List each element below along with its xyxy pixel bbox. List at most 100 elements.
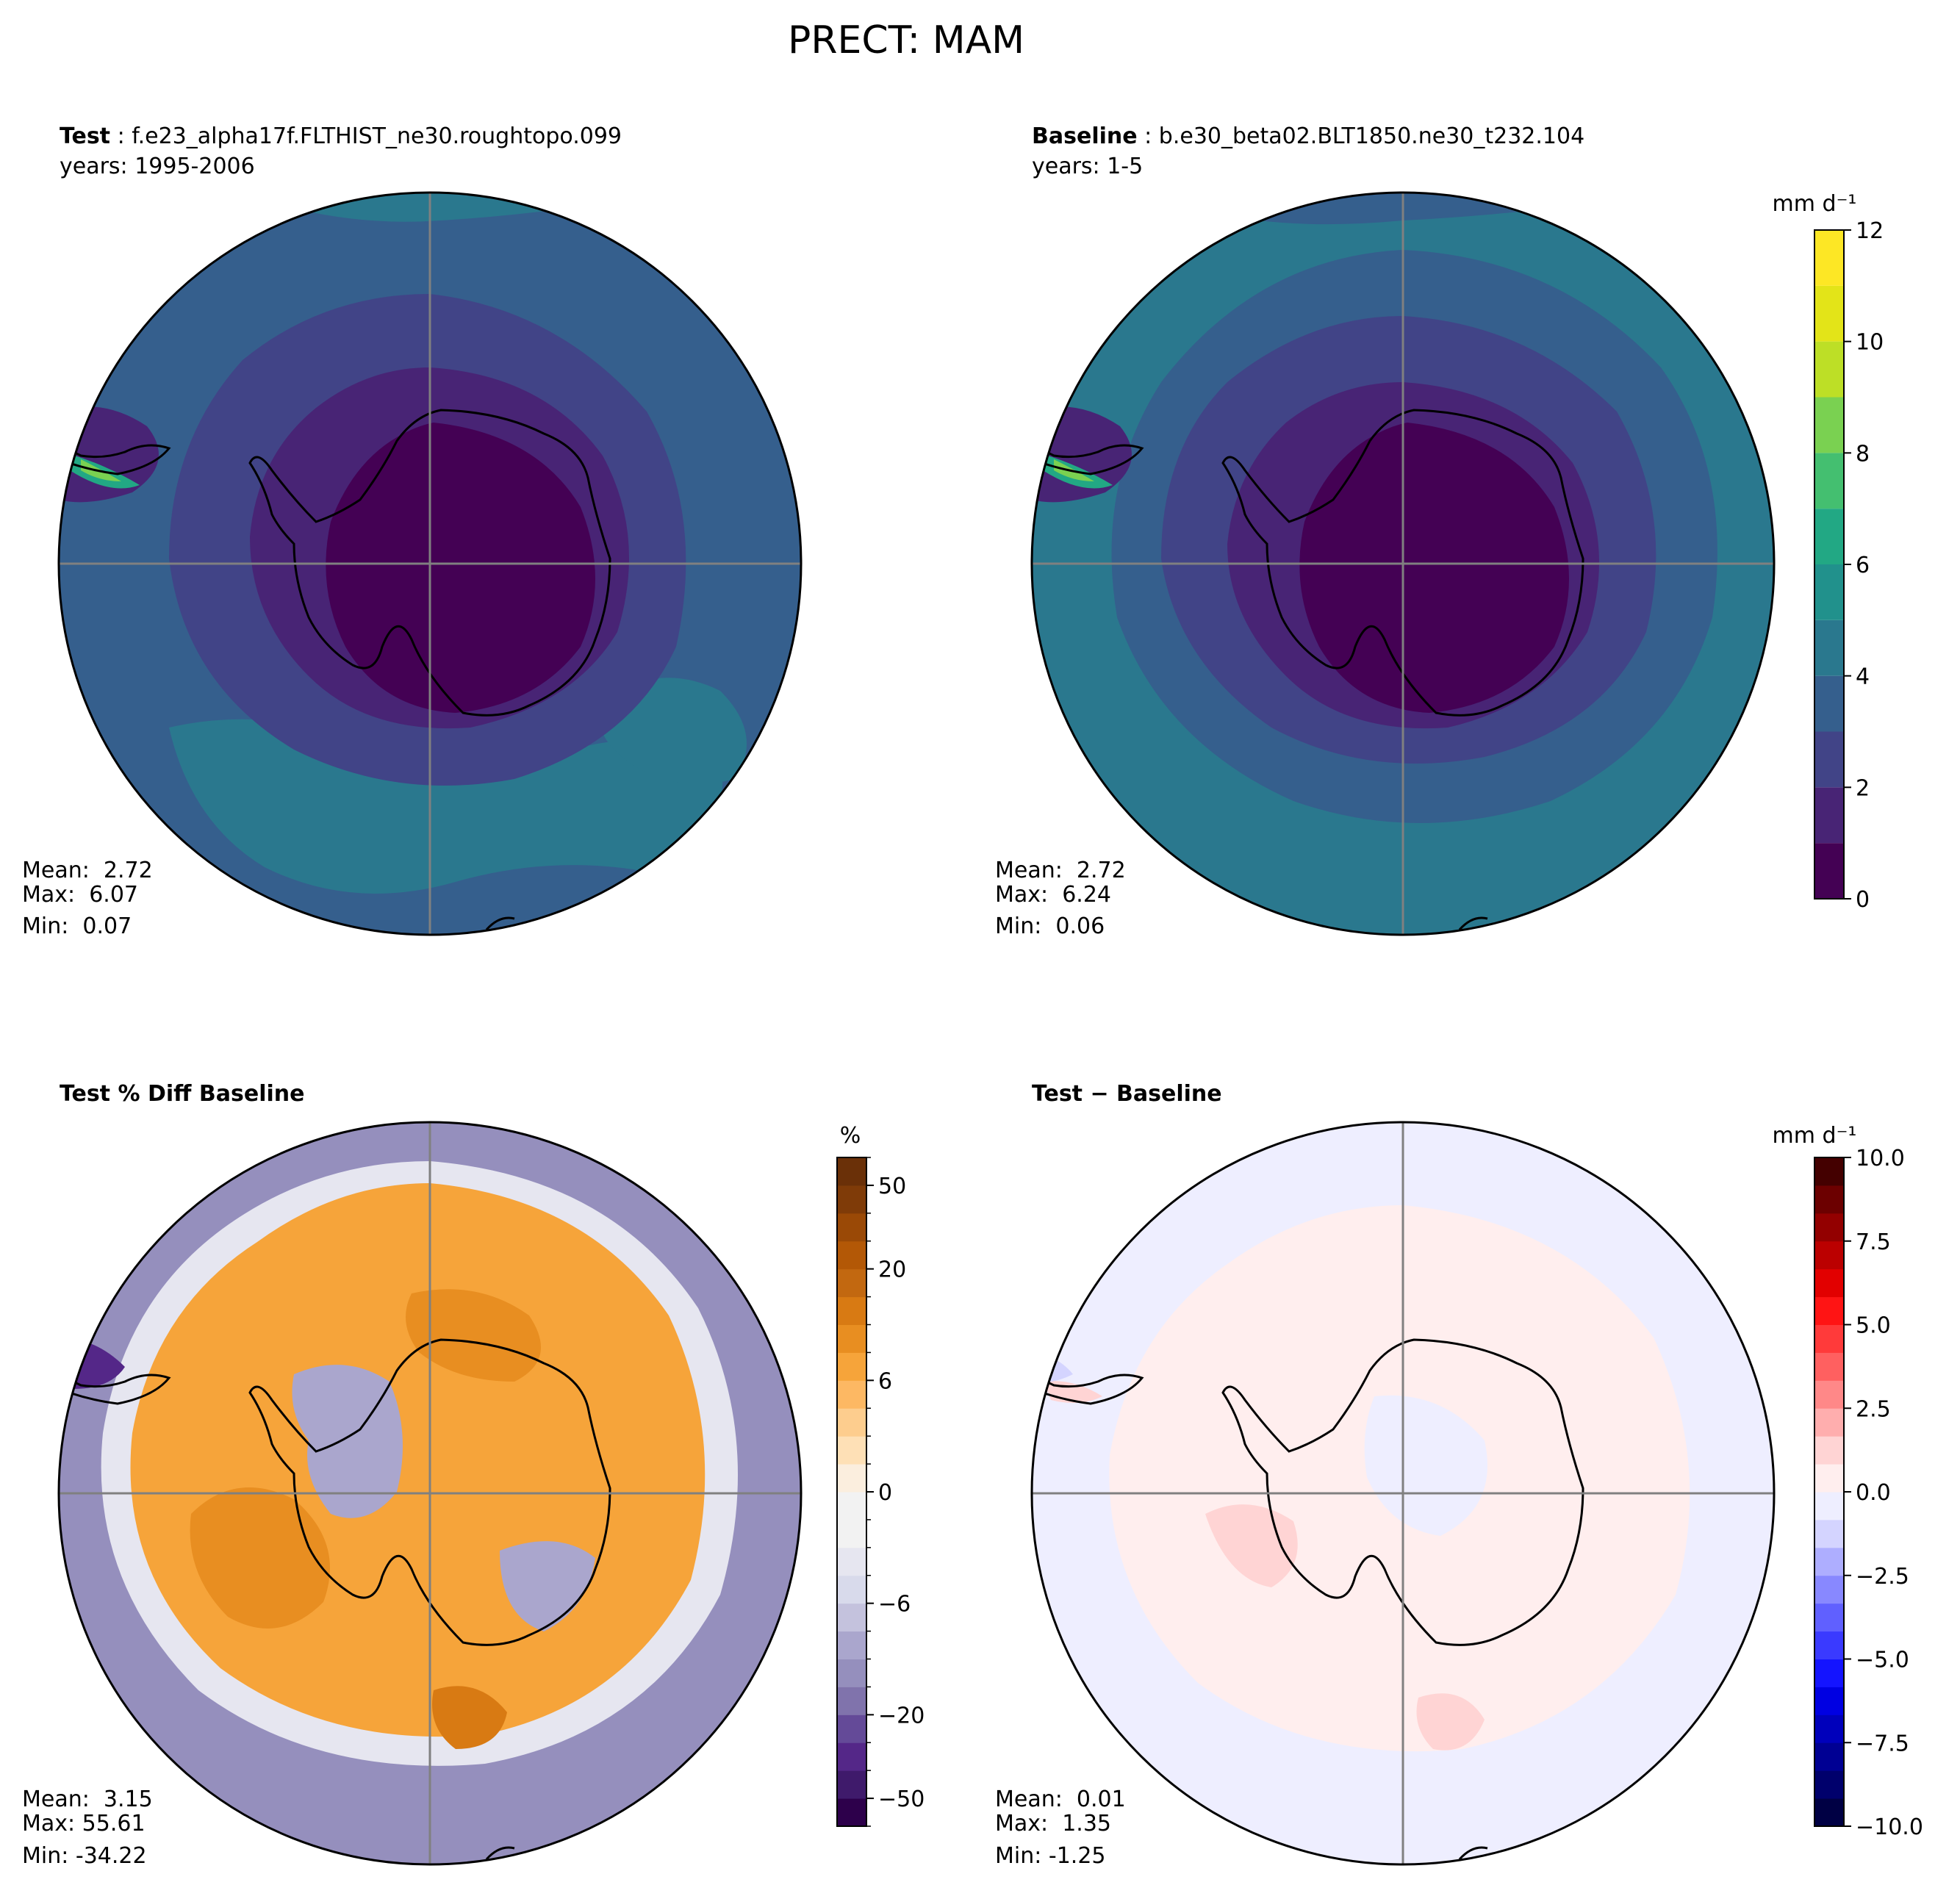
pctdiff-map-inner-purple [292, 1365, 403, 1518]
colorbar-seismic-bin [1814, 1687, 1844, 1715]
panel-diff-title: Test − Baseline [1032, 1081, 1222, 1107]
pctdiff-map-orange-deep-3 [432, 1686, 507, 1749]
test-map [59, 193, 801, 935]
panel-test: Test : f.e23_alpha17f.FLTHIST_ne30.rough… [22, 123, 803, 939]
colorbar-puor-tick-label: 20 [878, 1257, 906, 1283]
colorbar-viridis-bin [1814, 620, 1844, 676]
colorbar-puor-fill [837, 1157, 866, 1827]
colorbar-seismic-tick-label: 2.5 [1856, 1396, 1891, 1422]
colorbar-puor-bin [837, 1408, 866, 1437]
diff-stat-max: Max: 1.35 [995, 1811, 1111, 1836]
baseline-stat-min: Min: 0.06 [995, 913, 1105, 939]
colorbar-viridis-bin [1814, 285, 1844, 342]
colorbar-puor-bin [837, 1352, 866, 1381]
colorbar-viridis-bin [1814, 843, 1844, 899]
colorbar-puor-bin [837, 1268, 866, 1298]
colorbar-seismic-bin [1814, 1492, 1844, 1520]
colorbar-puor-bin [837, 1603, 866, 1632]
pctdiff-stat-min: Min: -34.22 [22, 1843, 147, 1869]
pctdiff-map-coast-island [485, 1846, 515, 1861]
pctdiff-stat-mean: Mean: 3.15 [22, 1787, 153, 1812]
colorbar-seismic-label: mm d⁻¹ [1773, 1123, 1857, 1149]
test-map-coast-southamerica [59, 444, 171, 475]
panel-baseline-title: Baseline : b.e30_beta02.BLT1850.ne30_t23… [1032, 123, 1584, 149]
colorbar-viridis-bin [1814, 564, 1844, 620]
colorbar-seismic-bin [1814, 1519, 1844, 1548]
colorbar-viridis-tick-label: 2 [1856, 775, 1870, 801]
panel-baseline: Baseline : b.e30_beta02.BLT1850.ne30_t23… [995, 123, 1776, 939]
colorbar-seismic-bin [1814, 1464, 1844, 1493]
diff-map-coast-antarctica [1221, 1338, 1584, 1646]
baseline-map-coast-antarctica [1221, 409, 1584, 717]
baseline-map-coast-southamerica [1032, 444, 1144, 475]
colorbar-viridis-bin [1814, 397, 1844, 453]
colorbar-puor-bin [837, 1687, 866, 1715]
colorbar-puor-bin [837, 1631, 866, 1659]
test-map-coast-island [485, 916, 515, 931]
colorbar-seismic-tick-label: −7.5 [1856, 1731, 1909, 1756]
colorbar-puor-bin [837, 1185, 866, 1214]
colorbar-puor-bin [837, 1659, 866, 1687]
colorbar-seismic-ticks: −10.0 −7.5 −5.0 −2.5 0.0 2.5 5.0 7.5 10.0 [1844, 1146, 1923, 1840]
baseline-map [1032, 193, 1774, 935]
colorbar-puor-tick-label: −50 [878, 1787, 925, 1812]
test-map-core [326, 423, 595, 713]
colorbar-viridis-tick-label: 0 [1856, 887, 1870, 913]
diff-map-blue-center [1364, 1395, 1487, 1536]
colorbar-seismic-bin [1814, 1715, 1844, 1743]
colorbar-seismic-bin [1814, 1436, 1844, 1465]
test-map-coast-antarctica [248, 409, 611, 717]
diff-map [1032, 1122, 1774, 1864]
colorbar-seismic-tick-label: −2.5 [1856, 1564, 1909, 1590]
colorbar-seismic-tick-label: −10.0 [1856, 1814, 1923, 1840]
colorbar-seismic-bin [1814, 1352, 1844, 1381]
colorbar-seismic-bin [1814, 1575, 1844, 1604]
colorbar-puor-bin [837, 1492, 866, 1520]
panel-test-years: years: 1995-2006 [60, 154, 255, 179]
colorbar-viridis-tick-label: 10 [1856, 330, 1884, 356]
colorbar-puor-bin [837, 1742, 866, 1771]
colorbar-seismic-bin [1814, 1547, 1844, 1576]
colorbar-puor-bin [837, 1240, 866, 1270]
colorbar-seismic-fill [1814, 1157, 1844, 1827]
baseline-map-core [1299, 423, 1569, 713]
colorbar-seismic-bin [1814, 1157, 1844, 1186]
colorbar-seismic-bin [1814, 1408, 1844, 1437]
colorbar-puor: % −50 −20 −6 0 6 20 50 [836, 1123, 925, 1827]
pctdiff-map [59, 1122, 801, 1864]
colorbar-puor-bin [837, 1157, 866, 1186]
panel-pctdiff-title: Test % Diff Baseline [60, 1081, 305, 1107]
colorbar-viridis-tick-label: 8 [1856, 441, 1870, 467]
baseline-stat-mean: Mean: 2.72 [995, 858, 1126, 883]
colorbar-seismic-bin [1814, 1659, 1844, 1687]
colorbar-seismic-tick-label: 7.5 [1856, 1229, 1891, 1255]
baseline-map-coast-island [1458, 916, 1488, 931]
colorbar-viridis-bin [1814, 230, 1844, 286]
test-stat-mean: Mean: 2.72 [22, 858, 153, 883]
colorbar-seismic-bin [1814, 1240, 1844, 1270]
colorbar-seismic-tick-label: 5.0 [1856, 1313, 1891, 1339]
colorbar-puor-bin [837, 1519, 866, 1548]
diff-stat-min: Min: -1.25 [995, 1843, 1106, 1869]
pctdiff-map-boundary [57, 1121, 803, 1866]
pctdiff-map-coast-antarctica [248, 1338, 611, 1646]
diff-map-pink-2 [1416, 1693, 1485, 1751]
colorbar-seismic-bin [1814, 1185, 1844, 1214]
colorbar-seismic-tick-label: 10.0 [1856, 1146, 1905, 1171]
colorbar-puor-tick-label: 0 [878, 1480, 892, 1506]
colorbar-puor-tick-label: −20 [878, 1703, 925, 1728]
colorbar-puor-bin [837, 1464, 866, 1493]
colorbar-viridis-bin [1814, 341, 1844, 398]
colorbar-puor-bin [837, 1436, 866, 1465]
colorbar-viridis-label: mm d⁻¹ [1773, 191, 1857, 217]
colorbar-puor-tick-label: 6 [878, 1368, 892, 1394]
colorbar-viridis-bin [1814, 731, 1844, 788]
test-stat-max: Max: 6.07 [22, 882, 138, 908]
colorbar-seismic-bin [1814, 1603, 1844, 1632]
diff-stat-mean: Mean: 0.01 [995, 1787, 1126, 1812]
panel-baseline-years: years: 1-5 [1032, 154, 1143, 179]
pctdiff-stat-max: Max: 55.61 [22, 1811, 146, 1836]
colorbar-puor-bin [837, 1296, 866, 1325]
colorbar-puor-bin [837, 1324, 866, 1353]
test-map-band-teal-s [169, 719, 723, 894]
